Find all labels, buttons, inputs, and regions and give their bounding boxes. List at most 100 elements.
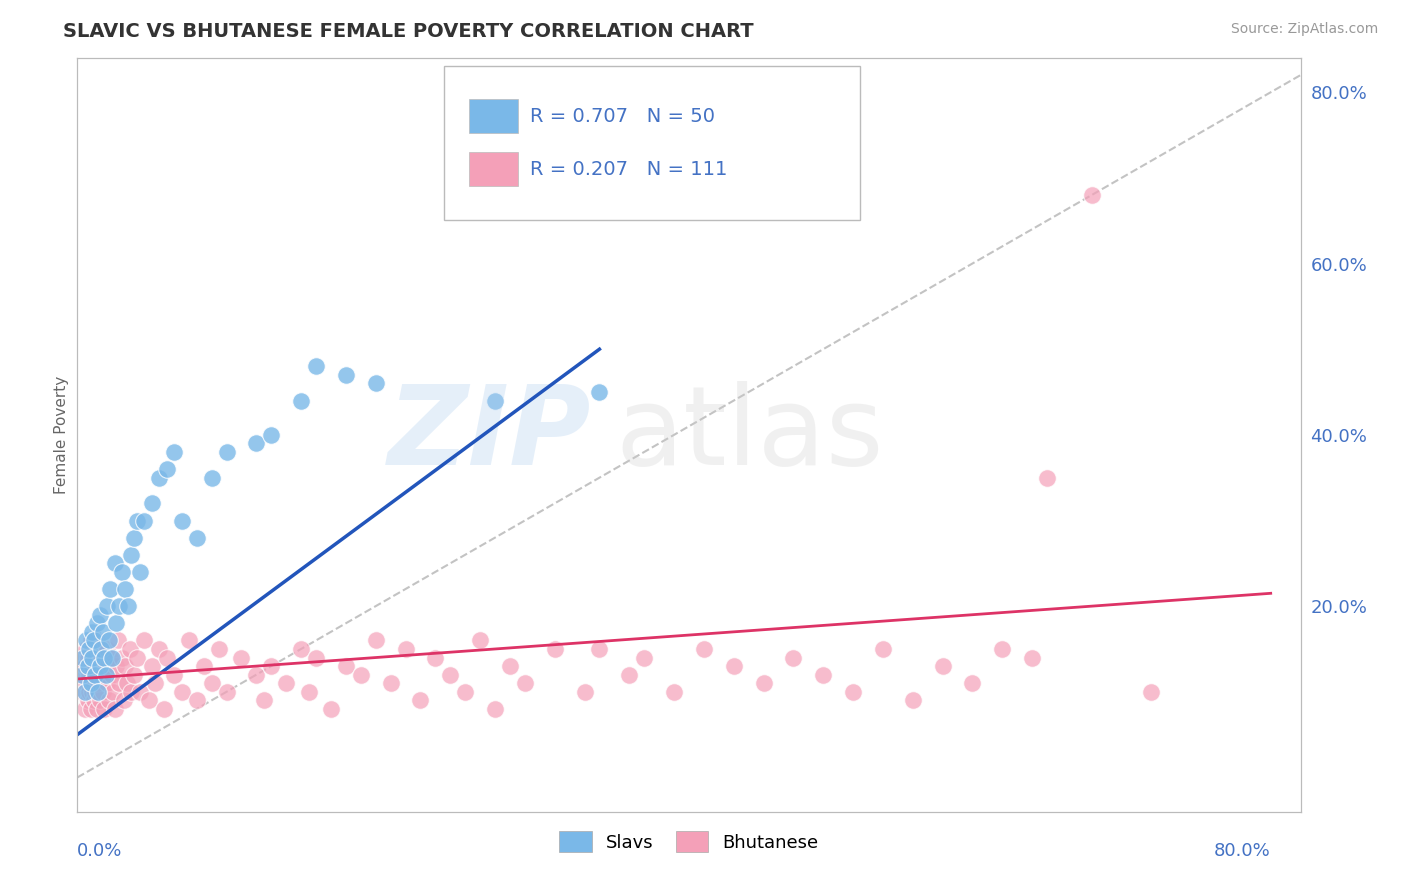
Point — [633, 650, 655, 665]
Text: atlas: atlas — [616, 382, 884, 488]
Point — [94, 659, 117, 673]
Point — [82, 650, 104, 665]
Point — [439, 667, 461, 681]
Point — [89, 642, 111, 657]
Point — [588, 642, 610, 657]
Point — [122, 667, 145, 681]
Point — [350, 667, 373, 681]
Point — [290, 393, 312, 408]
Point — [83, 693, 105, 707]
Bar — [468, 99, 517, 133]
Point — [77, 667, 100, 681]
Text: 0.0%: 0.0% — [77, 842, 122, 860]
Point — [484, 393, 506, 408]
Point — [72, 650, 94, 665]
Point — [290, 642, 312, 657]
Point — [100, 650, 122, 665]
Point — [468, 633, 491, 648]
Point — [83, 676, 105, 690]
Point — [82, 685, 104, 699]
Point — [87, 659, 110, 673]
Point — [82, 642, 104, 657]
Point — [98, 650, 121, 665]
Point — [544, 642, 567, 657]
Point — [215, 685, 238, 699]
Point — [380, 676, 402, 690]
Point — [104, 702, 127, 716]
Point — [588, 384, 610, 399]
Point — [134, 514, 156, 528]
Point — [335, 659, 357, 673]
Point — [1080, 188, 1102, 202]
Point — [87, 676, 110, 690]
Point — [931, 659, 953, 673]
Point — [163, 667, 186, 681]
Point — [208, 642, 231, 657]
Point — [260, 659, 283, 673]
Point — [305, 650, 328, 665]
Point — [96, 642, 118, 657]
Text: R = 0.707   N = 50: R = 0.707 N = 50 — [530, 107, 714, 127]
Point — [186, 531, 208, 545]
Point — [276, 676, 298, 690]
Point — [108, 676, 131, 690]
Point — [425, 650, 447, 665]
Point — [163, 445, 186, 459]
Point — [991, 642, 1014, 657]
Point — [148, 642, 170, 657]
Point — [662, 685, 685, 699]
Point — [260, 427, 283, 442]
Point — [101, 685, 124, 699]
Point — [77, 685, 100, 699]
Point — [1140, 685, 1163, 699]
Text: ZIP: ZIP — [388, 382, 591, 488]
Point — [87, 685, 110, 699]
Point — [84, 667, 107, 681]
Point — [143, 676, 166, 690]
Point — [80, 633, 103, 648]
Point — [513, 676, 536, 690]
Point — [170, 514, 193, 528]
Text: Source: ZipAtlas.com: Source: ZipAtlas.com — [1230, 22, 1378, 37]
Point — [90, 650, 112, 665]
Point — [962, 676, 984, 690]
Point — [96, 676, 118, 690]
Point — [120, 685, 142, 699]
Point — [156, 462, 179, 476]
Point — [73, 685, 96, 699]
Point — [72, 685, 94, 699]
Point — [394, 642, 416, 657]
Point — [97, 693, 120, 707]
Point — [693, 642, 716, 657]
Point — [94, 667, 117, 681]
Point — [80, 676, 103, 690]
Point — [619, 667, 641, 681]
Y-axis label: Female Poverty: Female Poverty — [53, 376, 69, 494]
Point — [245, 436, 267, 450]
Point — [97, 633, 120, 648]
Point — [114, 582, 136, 596]
Point — [76, 650, 98, 665]
Point — [84, 685, 107, 699]
Point — [73, 702, 96, 716]
Point — [96, 599, 118, 614]
Text: 80.0%: 80.0% — [1213, 842, 1271, 860]
Point — [75, 642, 97, 657]
Point — [105, 616, 128, 631]
Point — [89, 659, 111, 673]
Bar — [468, 153, 517, 186]
Point — [122, 531, 145, 545]
Point — [76, 659, 98, 673]
Point — [574, 685, 596, 699]
Point — [186, 693, 208, 707]
FancyBboxPatch shape — [444, 65, 860, 220]
Point — [138, 693, 160, 707]
Point — [200, 676, 222, 690]
Point — [70, 667, 93, 681]
Point — [86, 616, 108, 631]
Point — [112, 693, 135, 707]
Point — [1036, 471, 1059, 485]
Point — [107, 633, 129, 648]
Point — [179, 633, 201, 648]
Point — [72, 650, 94, 665]
